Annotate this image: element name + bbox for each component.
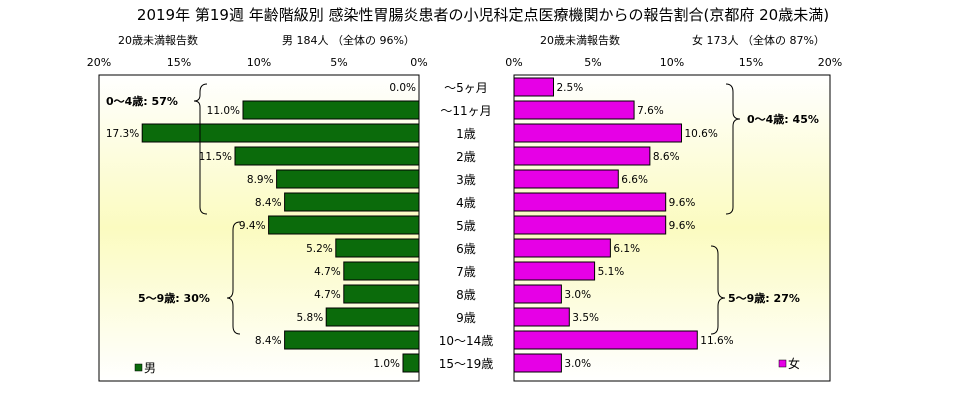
female-bar bbox=[513, 123, 682, 143]
female-bar bbox=[513, 353, 562, 373]
category-label: 6歳 bbox=[456, 242, 476, 256]
category-label: 1歳 bbox=[456, 127, 476, 141]
female-axis-ticks: 0% 5% 10% 15% 20% bbox=[505, 56, 842, 69]
female-subtitle-left: 20歳未満報告数 bbox=[540, 34, 620, 47]
female-brace-0-4 bbox=[725, 83, 741, 215]
female-data-label: 5.1% bbox=[598, 266, 625, 278]
female-data-label: 3.0% bbox=[564, 358, 591, 370]
male-data-label: 8.4% bbox=[255, 335, 282, 347]
female-tick-label: 0% bbox=[505, 56, 522, 69]
male-subtitle-right: 男 184人 （全体の 96%） bbox=[282, 33, 415, 47]
female-bar bbox=[513, 169, 619, 189]
female-bar bbox=[513, 284, 562, 304]
female-bar bbox=[513, 261, 596, 281]
category-label: 9歳 bbox=[456, 311, 476, 325]
male-tick-label: 20% bbox=[87, 56, 111, 69]
female-legend-label: 女 bbox=[788, 356, 800, 371]
female-brace-5-9 bbox=[710, 245, 726, 335]
male-data-label: 17.3% bbox=[106, 128, 139, 140]
male-bar bbox=[343, 261, 420, 281]
category-label: 8歳 bbox=[456, 288, 476, 302]
female-data-label: 9.6% bbox=[669, 220, 696, 232]
category-label: ～5ヶ月 bbox=[444, 81, 488, 95]
category-label: 10～14歳 bbox=[439, 334, 494, 348]
male-data-label: 5.8% bbox=[297, 312, 324, 324]
male-data-label: 9.4% bbox=[239, 220, 266, 232]
female-data-label: 9.6% bbox=[669, 197, 696, 209]
female-tick-label: 15% bbox=[739, 56, 763, 69]
male-data-label: 11.0% bbox=[207, 105, 240, 117]
male-bar bbox=[402, 353, 420, 373]
male-subtitle-left: 20歳未満報告数 bbox=[118, 34, 198, 47]
male-group-5-9-label: 5～9歳: 30% bbox=[138, 291, 210, 305]
male-bar bbox=[325, 307, 420, 327]
male-legend-swatch bbox=[134, 363, 143, 372]
category-labels: ～5ヶ月 ～11ヶ月 1歳 2歳 3歳 4歳 5歳 6歳 7歳 8歳 9歳 10～14歳 15～19歳 bbox=[439, 81, 494, 371]
male-tick-label: 10% bbox=[247, 56, 271, 69]
male-bar bbox=[284, 192, 420, 212]
female-bar bbox=[513, 100, 635, 120]
category-label: 4歳 bbox=[456, 196, 476, 210]
female-bars: 2.5% 7.6% 10.6% 8.6% 6.6% 9.6% 9.6% 6.1% 5.1% 3.0… bbox=[513, 77, 734, 373]
female-data-label: 6.6% bbox=[621, 174, 648, 186]
female-legend-swatch bbox=[778, 359, 787, 368]
male-data-label: 5.2% bbox=[306, 243, 333, 255]
female-bar bbox=[513, 77, 554, 97]
male-data-label: 1.0% bbox=[373, 358, 400, 370]
male-bars: 0.0% 11.0% 17.3% 11.5% 8.9% 8.4% 9.4% 5.2% 4.7% 4… bbox=[106, 82, 420, 373]
male-tick-label: 15% bbox=[167, 56, 191, 69]
female-data-label: 7.6% bbox=[637, 105, 664, 117]
female-data-label: 3.0% bbox=[564, 289, 591, 301]
female-bar bbox=[513, 330, 698, 350]
male-bar bbox=[335, 238, 420, 258]
male-data-label: 4.7% bbox=[314, 266, 341, 278]
male-bar bbox=[284, 330, 420, 350]
category-label: ～11ヶ月 bbox=[440, 104, 491, 118]
male-bar bbox=[276, 169, 420, 189]
male-brace-5-9 bbox=[226, 221, 241, 335]
male-legend-label: 男 bbox=[144, 361, 156, 375]
female-bar bbox=[513, 215, 667, 235]
male-bar bbox=[343, 284, 420, 304]
female-group-0-4-label: 0～4歳: 45% bbox=[747, 112, 819, 126]
female-data-label: 10.6% bbox=[684, 128, 717, 140]
male-data-label: 4.7% bbox=[314, 289, 341, 301]
female-data-label: 6.1% bbox=[613, 243, 640, 255]
male-bar bbox=[234, 146, 420, 166]
category-label: 15～19歳 bbox=[439, 357, 494, 371]
category-label: 3歳 bbox=[456, 173, 476, 187]
female-data-label: 11.6% bbox=[700, 335, 733, 347]
category-label: 2歳 bbox=[456, 150, 476, 164]
male-tick-label: 5% bbox=[330, 56, 347, 69]
male-bar bbox=[141, 123, 420, 143]
female-group-5-9-label: 5～9歳: 27% bbox=[728, 291, 800, 305]
female-data-label: 2.5% bbox=[557, 82, 584, 94]
female-bar bbox=[513, 146, 651, 166]
male-data-label: 11.5% bbox=[199, 151, 232, 163]
chart-title: 2019年 第19週 年齢階級別 感染性胃腸炎患者の小児科定点医療機関からの報告… bbox=[137, 6, 829, 24]
female-data-label: 8.6% bbox=[653, 151, 680, 163]
male-brace-0-4 bbox=[193, 83, 208, 215]
category-label: 5歳 bbox=[456, 219, 476, 233]
female-data-label: 3.5% bbox=[572, 312, 599, 324]
male-group-0-4-label: 0～4歳: 57% bbox=[106, 94, 178, 108]
category-label: 7歳 bbox=[456, 265, 476, 279]
male-data-label: 8.4% bbox=[255, 197, 282, 209]
female-tick-label: 5% bbox=[584, 56, 601, 69]
male-data-label: 8.9% bbox=[247, 174, 274, 186]
female-bar bbox=[513, 192, 667, 212]
male-bar bbox=[268, 215, 420, 235]
male-axis-ticks: 0% 5% 10% 15% 20% bbox=[87, 56, 428, 69]
male-data-label: 0.0% bbox=[389, 82, 416, 94]
female-subtitle-right: 女 173人 （全体の 87%） bbox=[692, 33, 825, 47]
male-tick-label: 0% bbox=[410, 56, 427, 69]
female-bar bbox=[513, 307, 570, 327]
female-tick-label: 10% bbox=[660, 56, 684, 69]
female-bar bbox=[513, 238, 611, 258]
male-bar bbox=[242, 100, 420, 120]
female-tick-label: 20% bbox=[818, 56, 842, 69]
